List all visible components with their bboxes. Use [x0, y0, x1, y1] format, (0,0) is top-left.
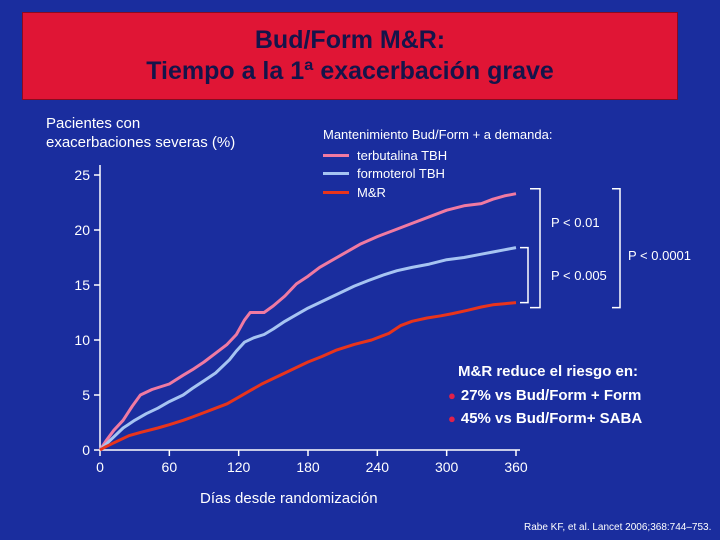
y-tick-label: 10 — [74, 332, 90, 348]
y-tick-label: 15 — [74, 277, 90, 293]
series-line-0 — [98, 192, 517, 451]
y-axis-label: Pacientes con exacerbaciones severas (%) — [46, 114, 235, 152]
risk-note-title: M&R reduce el riesgo en: — [458, 363, 639, 380]
x-tick-label: 180 — [296, 459, 320, 475]
legend-label-formoterol: formoterol TBH — [357, 166, 445, 181]
bracket-formoterol-mr — [520, 246, 529, 304]
pvalue-brackets — [520, 187, 621, 309]
risk-note-text-1: 27% vs Bud/Form + Form — [460, 387, 642, 404]
legend-swatch-terbutaline — [323, 154, 349, 157]
x-tick-label: 120 — [227, 459, 251, 475]
x-tick-label: 0 — [96, 459, 104, 475]
legend-swatch-formoterol — [323, 172, 349, 175]
chart-axes: 0 5 10 15 20 25 0 60 120 180 240 300 360 — [74, 165, 528, 475]
risk-note-text-2: 45% vs Bud/Form+ SABA — [460, 410, 643, 427]
legend-label-mr: M&R — [357, 185, 386, 200]
bullet-icon: ● — [448, 411, 456, 426]
series-line-1 — [98, 246, 517, 452]
title-banner: Bud/Form M&R: Tiempo a la 1ª exacerbació… — [22, 12, 678, 100]
risk-note-item-2: ● 45% vs Bud/Form+ SABA — [448, 410, 642, 427]
y-tick-label: 0 — [82, 442, 90, 458]
y-axis-label-line-1: Pacientes con — [46, 115, 141, 132]
y-axis-label-line-2: exacerbaciones severas (%) — [46, 134, 236, 151]
title-line-1: Bud/Form M&R: — [254, 26, 446, 54]
pvalue-formoterol-vs-mr: P < 0.005 — [551, 268, 607, 283]
title-line-2: Tiempo a la 1ª exacerbación grave — [146, 57, 554, 85]
y-tick-label: 20 — [74, 222, 90, 238]
x-axis-label: Días desde randomización — [200, 490, 378, 507]
pvalue-terbutaline-vs-mr: P < 0.01 — [551, 215, 600, 230]
x-tick-label: 60 — [162, 459, 178, 475]
chart-series — [98, 192, 517, 452]
legend-item-terbutaline: terbutalina TBH — [323, 148, 447, 163]
legend-label-terbutaline: terbutalina TBH — [357, 148, 448, 163]
legend-item-formoterol: formoterol TBH — [323, 166, 445, 181]
y-tick-label: 25 — [74, 167, 90, 183]
legend-swatch-mr — [323, 191, 349, 194]
x-tick-label: 300 — [435, 459, 459, 475]
x-tick-label: 360 — [504, 459, 528, 475]
bullet-icon: ● — [448, 388, 456, 403]
series-line-2 — [99, 301, 517, 452]
risk-note-item-1: ● 27% vs Bud/Form + Form — [448, 387, 641, 404]
legend-title: Mantenimiento Bud/Form + a demanda: — [323, 127, 553, 142]
y-tick-label: 5 — [82, 387, 90, 403]
legend-item-mr: M&R — [323, 185, 386, 200]
citation: Rabe KF, et al. Lancet 2006;368:744–753. — [524, 522, 712, 533]
pvalue-outer: P < 0.0001 — [628, 248, 692, 263]
bracket-outer — [612, 187, 621, 309]
x-tick-label: 240 — [366, 459, 390, 475]
bracket-terbutaline-mr — [530, 187, 541, 309]
